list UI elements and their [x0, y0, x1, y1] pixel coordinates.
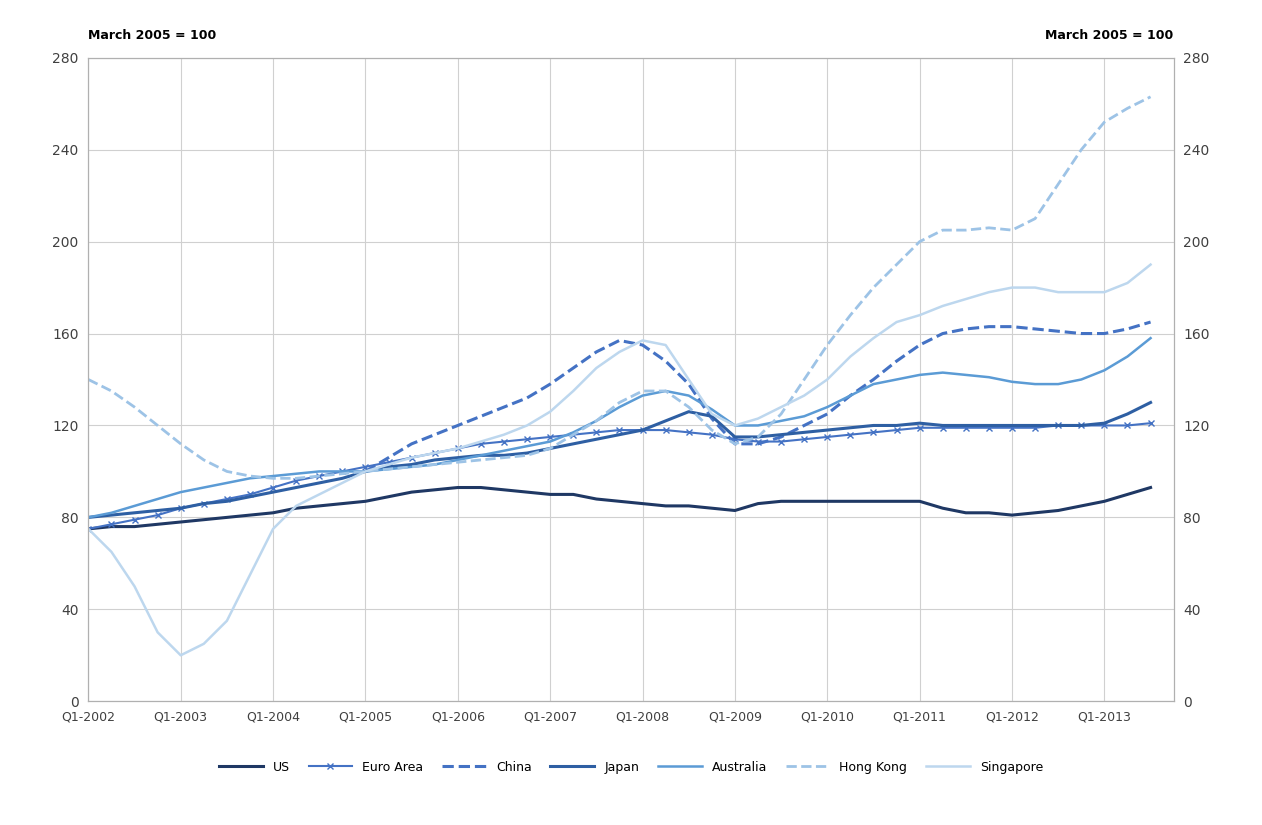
Text: March 2005 = 100: March 2005 = 100 [88, 29, 217, 41]
Legend: US, Euro Area, China, Japan, Australia, Hong Kong, Singapore: US, Euro Area, China, Japan, Australia, … [215, 756, 1047, 779]
Text: March 2005 = 100: March 2005 = 100 [1045, 29, 1174, 41]
